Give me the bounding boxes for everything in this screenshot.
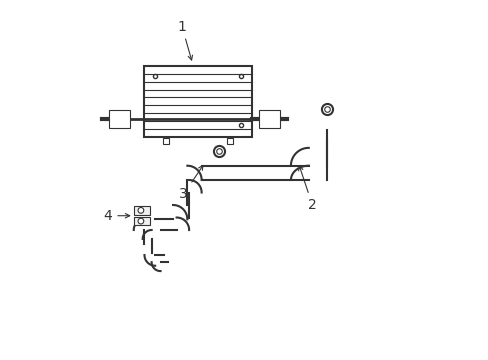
Text: 3: 3 [179,166,203,201]
Polygon shape [108,111,130,128]
Polygon shape [258,111,280,128]
Text: 1: 1 [177,19,192,60]
Polygon shape [134,217,149,225]
Text: 4: 4 [103,209,129,223]
Circle shape [138,207,143,213]
Text: 2: 2 [298,166,316,212]
Polygon shape [134,206,149,215]
Circle shape [138,218,143,224]
